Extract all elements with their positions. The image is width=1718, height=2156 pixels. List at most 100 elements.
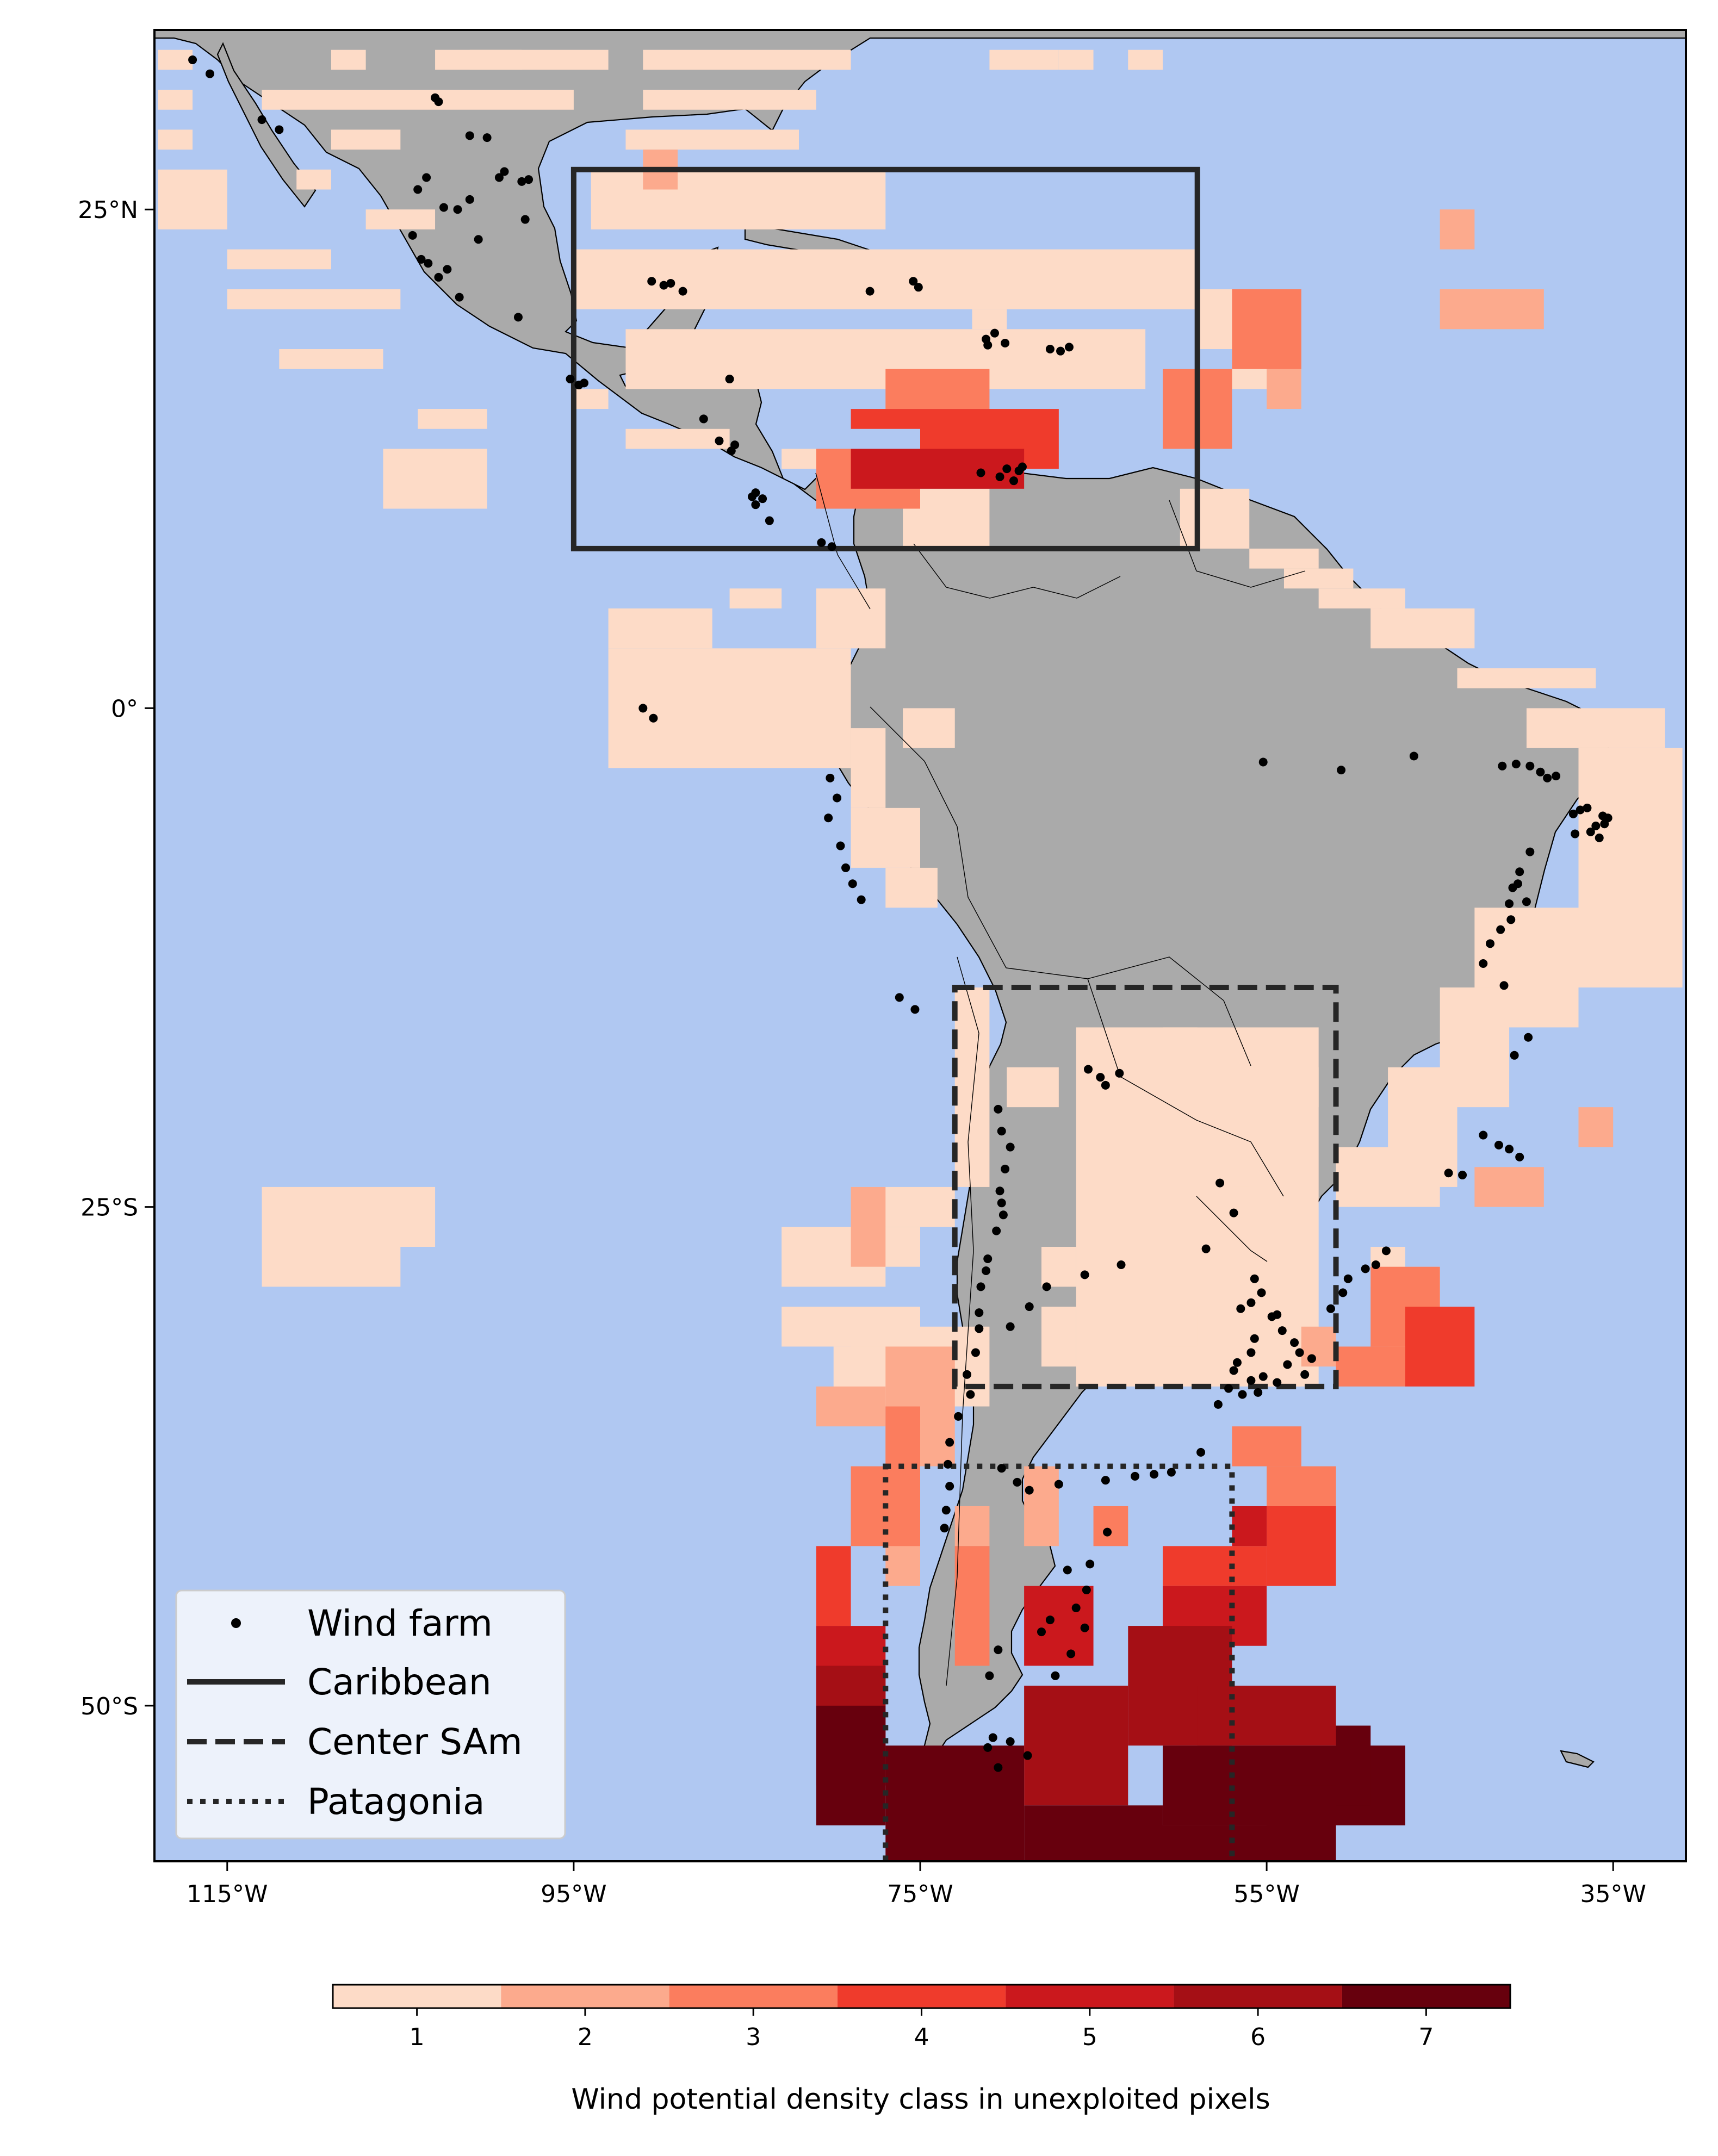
density-cell-class-1 <box>625 428 730 449</box>
density-cell-class-2 <box>851 1186 886 1267</box>
density-cell-class-1 <box>227 289 401 309</box>
wind-farm-point <box>1025 1302 1034 1312</box>
wind-farm-point <box>1054 1480 1063 1489</box>
region-boxes <box>570 166 1339 1861</box>
wind-farm-point <box>1096 1073 1105 1082</box>
country-borders <box>815 473 1306 1686</box>
density-cell-class-2 <box>1474 1167 1544 1207</box>
wind-farm-point <box>1042 1282 1051 1291</box>
density-cell-class-1 <box>608 648 851 768</box>
wind-farm-point <box>1283 1360 1292 1369</box>
wind-farm-point <box>649 713 658 723</box>
wind-farm-point <box>1013 1477 1022 1487</box>
wind-farm-point <box>1505 899 1514 908</box>
colorbar-swatch-6 <box>1174 1985 1342 2008</box>
legend-patagonia-label: Patagonia <box>307 1781 485 1823</box>
wind-farm-point <box>1001 339 1010 348</box>
colorbar-tick-label: 2 <box>578 2023 593 2051</box>
y-tick-label: 50°S <box>80 1693 138 1720</box>
x-tick-label: 95°W <box>541 1880 607 1908</box>
density-cell-class-1 <box>643 49 851 70</box>
wind-farm-point <box>988 1733 997 1742</box>
wind-farm-point <box>994 1104 1003 1114</box>
wind-farm-point <box>465 195 474 204</box>
legend-caribbean-label: Caribbean <box>307 1661 492 1703</box>
wind-farm-point <box>865 287 874 296</box>
wind-farm-point <box>474 235 483 244</box>
wind-farm-point <box>975 1324 984 1333</box>
wind-farm-point <box>659 281 668 290</box>
wind-farm-point <box>443 265 452 274</box>
wind-farm-point <box>1514 879 1523 889</box>
density-cell-class-3 <box>885 369 990 409</box>
wind-farm-point <box>434 97 443 107</box>
wind-farm-point <box>1063 1565 1072 1575</box>
x-tick-label: 35°W <box>1580 1880 1646 1908</box>
wind-farm-point <box>1215 1178 1225 1188</box>
wind-farm-point <box>836 841 845 850</box>
wind-farm-point <box>1009 476 1019 486</box>
wind-farm-point <box>1117 1260 1126 1270</box>
density-cell-class-1 <box>1111 1147 1146 1227</box>
wind-farm-point <box>1295 1348 1304 1357</box>
wind-farm-point <box>1525 847 1535 856</box>
wind-farm-point <box>997 1464 1006 1473</box>
wind-farm-point <box>257 115 266 125</box>
density-cell-class-4 <box>1232 1546 1267 1586</box>
density-cell-class-2 <box>954 1506 990 1546</box>
wind-farm-point <box>983 1254 993 1264</box>
density-cell-class-1 <box>989 49 1059 70</box>
density-cell-class-4 <box>1162 1546 1232 1586</box>
colorbar-swatch-5 <box>1006 1985 1174 2008</box>
density-cell-class-2 <box>1440 289 1544 330</box>
wind-farm-point <box>439 203 448 212</box>
density-cell-class-1 <box>1058 49 1094 70</box>
wind-farm-point <box>524 175 534 184</box>
density-cell-class-5 <box>1232 1506 1267 1546</box>
colorbar-tick-label: 6 <box>1250 2023 1266 2051</box>
density-cell-class-1 <box>262 1186 436 1247</box>
wind-farm-point <box>517 177 526 186</box>
wind-farm-point <box>453 205 462 214</box>
wind-farm-point <box>1499 981 1509 990</box>
wind-farm-point <box>1196 1447 1206 1457</box>
density-cell-class-1 <box>851 728 886 808</box>
wind-farm-point <box>1361 1264 1370 1273</box>
wind-farm-point <box>678 287 687 296</box>
wind-farm-point <box>992 1226 1001 1235</box>
wind-farm-point <box>826 773 835 782</box>
wind-farm-point <box>1115 1068 1124 1078</box>
wind-farm-point <box>408 231 417 240</box>
wind-farm-point <box>966 1390 975 1399</box>
wind-farm-point <box>983 1743 993 1752</box>
density-cell-class-1 <box>158 129 193 150</box>
wind-farm-point <box>994 1645 1003 1655</box>
colorbar-tick-label: 7 <box>1418 2023 1434 2051</box>
density-cell-class-4 <box>1405 1307 1475 1387</box>
wind-farm-point <box>1371 1260 1380 1270</box>
wind-farm-point <box>833 793 842 803</box>
wind-farm-point <box>824 813 833 823</box>
wind-farm-point <box>1486 939 1495 948</box>
axis-ticks: 115°W 95°W 75°W 55°W 35°W 25°N 0° 25°S 50°S <box>78 196 1646 1908</box>
wind-farm-point <box>1536 767 1545 776</box>
wind-farm-point <box>1045 345 1055 354</box>
x-tick-label: 75°W <box>887 1880 953 1908</box>
wind-farm-point <box>945 1482 954 1491</box>
wind-farm-point <box>1307 1354 1316 1363</box>
wind-farm-point <box>580 378 589 388</box>
wind-farm-point <box>1257 1288 1266 1297</box>
wind-farm-point <box>983 340 993 350</box>
density-cell-class-1 <box>608 608 712 649</box>
colorbar-swatch-2 <box>501 1985 669 2008</box>
wind-farm-point <box>1083 1065 1093 1074</box>
density-cell-class-1 <box>469 49 609 70</box>
wind-farm-point <box>1025 1486 1034 1495</box>
wind-farm-point <box>975 1308 984 1318</box>
y-tick-label: 25°S <box>80 1194 138 1222</box>
wind-farm-point <box>1337 766 1346 775</box>
wind-farm-point <box>1001 1164 1010 1173</box>
wind-farm-point <box>1444 1169 1453 1178</box>
wind-farm-point <box>982 1266 991 1276</box>
wind-farm-point <box>482 133 492 142</box>
